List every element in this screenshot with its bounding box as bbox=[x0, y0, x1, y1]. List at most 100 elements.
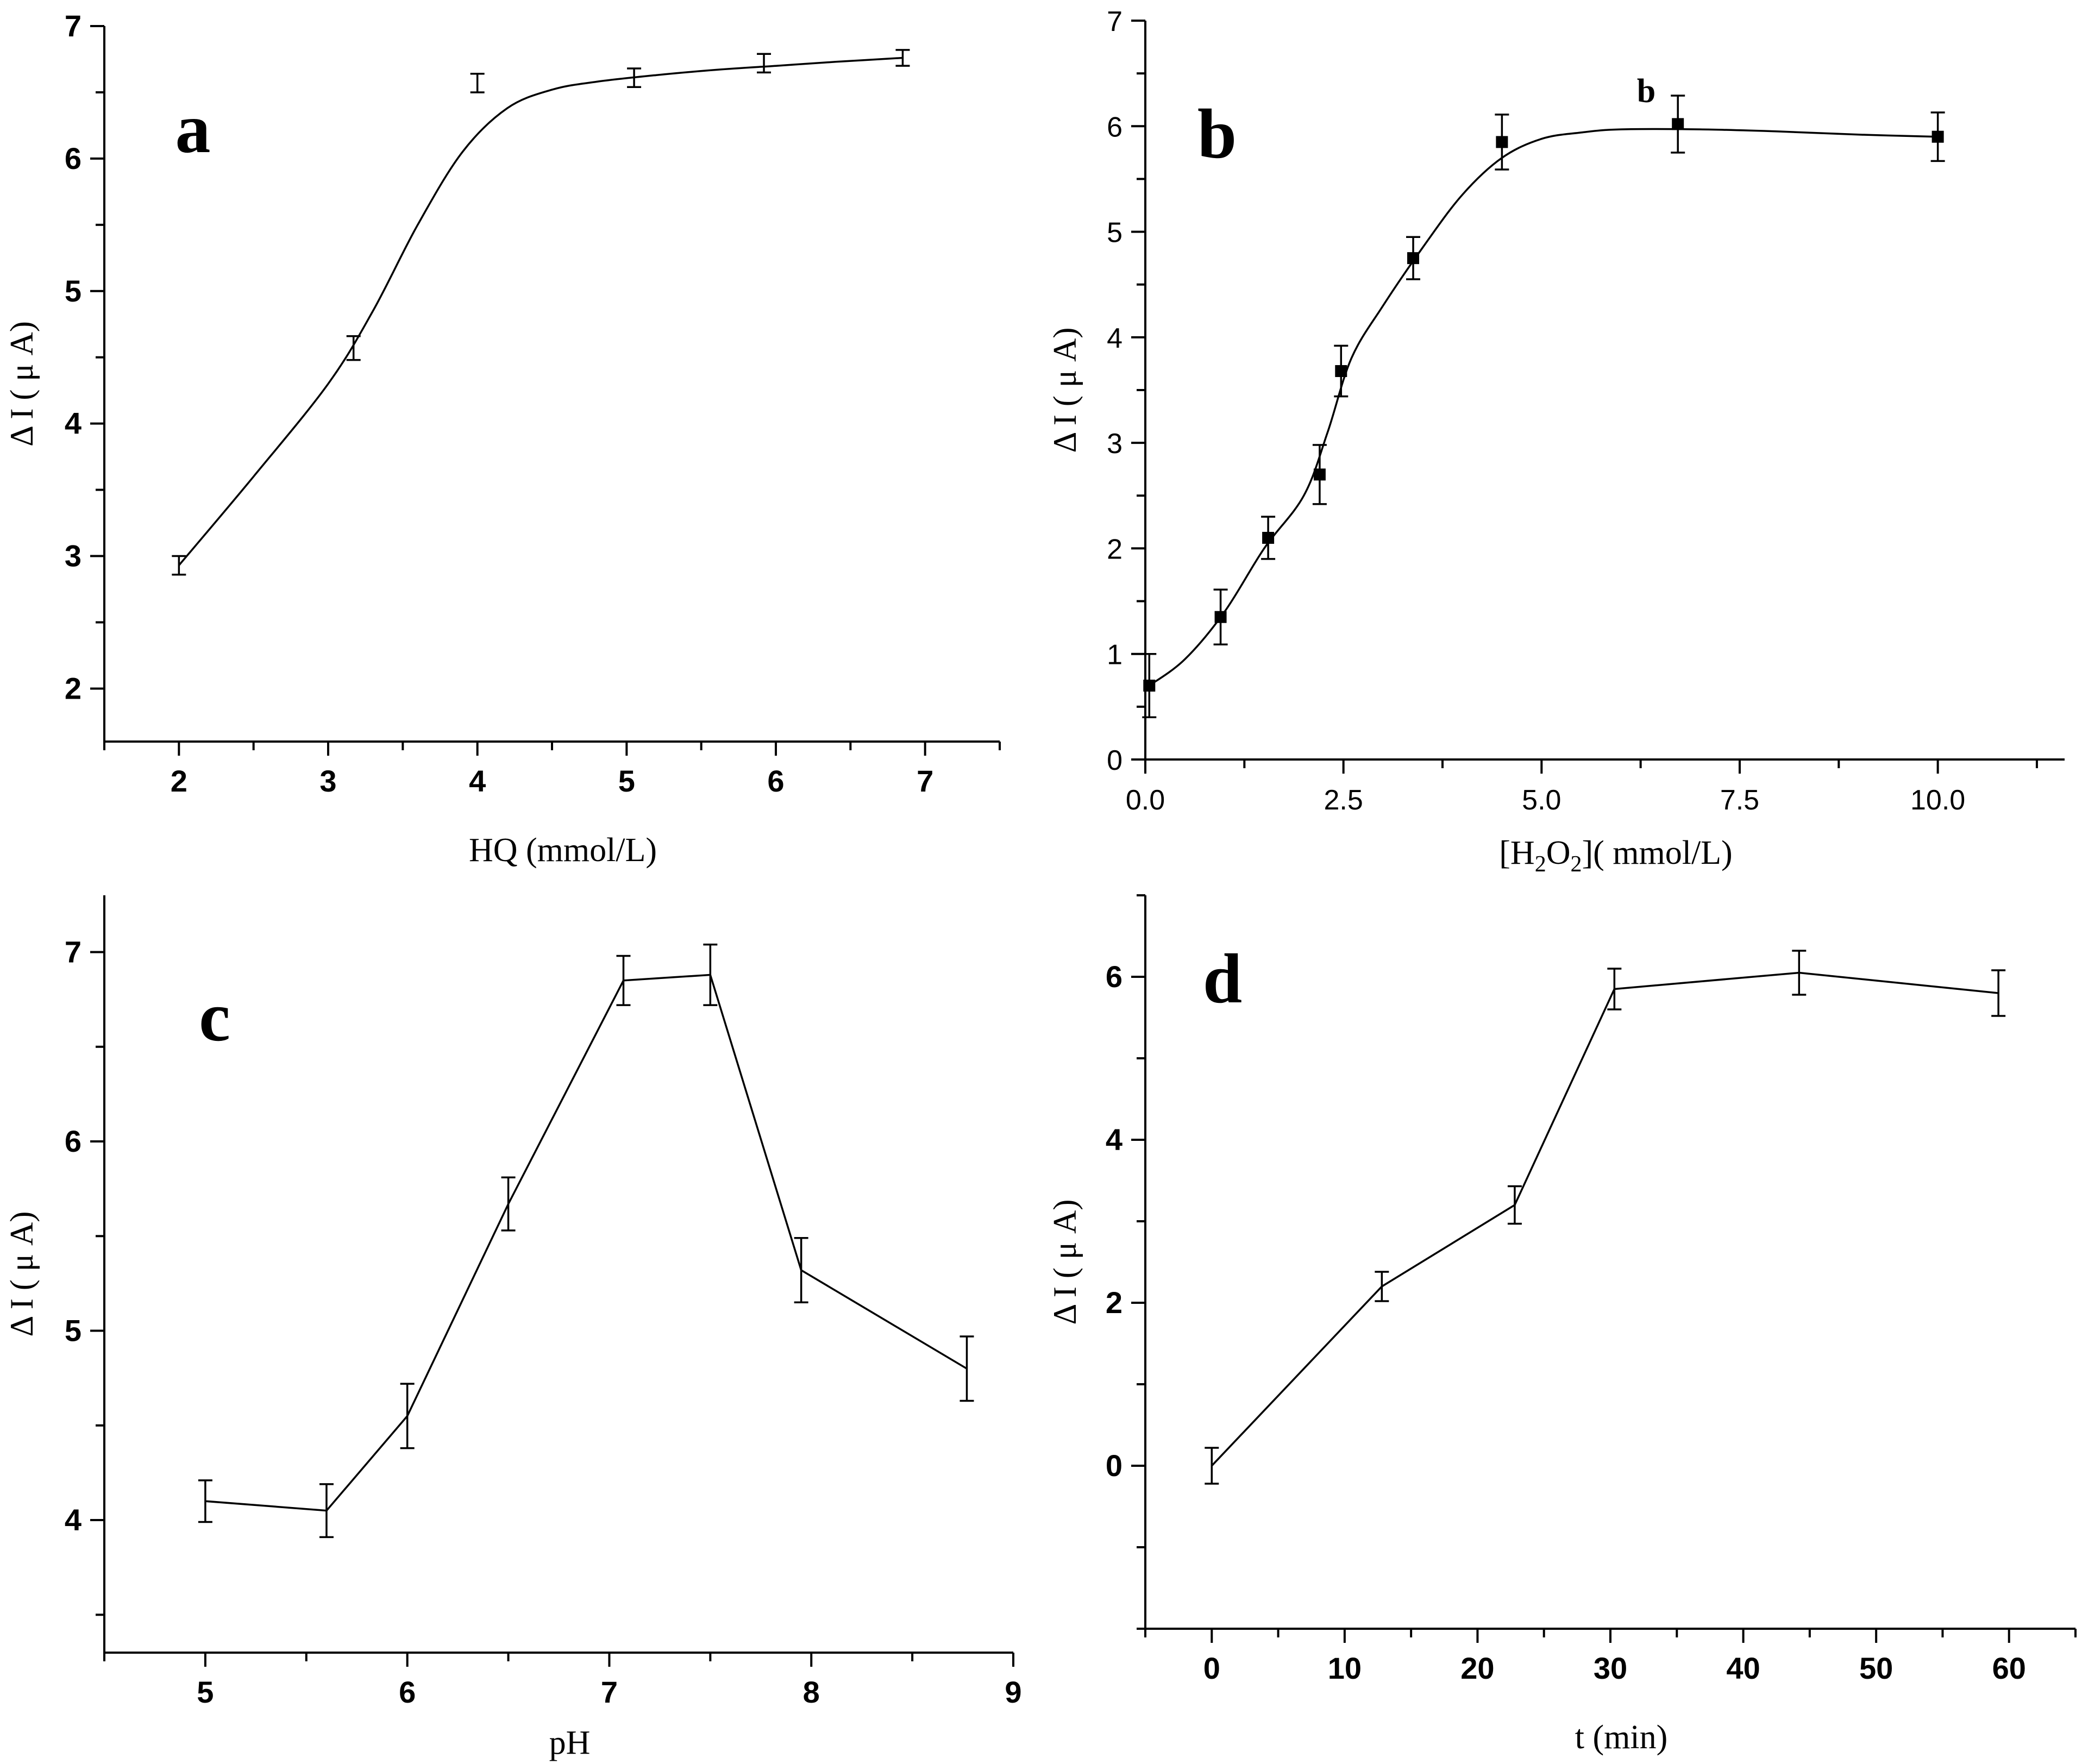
x-tick-label: 60 bbox=[1992, 1651, 2026, 1685]
series-line bbox=[205, 974, 968, 1512]
x-tick-label: 6 bbox=[767, 764, 784, 798]
x-tick-label: 7 bbox=[917, 764, 933, 798]
x-tick-label: 5 bbox=[618, 764, 635, 798]
y-tick-label: 6 bbox=[1106, 959, 1122, 994]
series-line bbox=[1211, 971, 1999, 1467]
y-tick-label: 0 bbox=[1107, 745, 1122, 776]
panel-letter: d bbox=[1203, 940, 1242, 1018]
x-tick-label: 7 bbox=[601, 1675, 618, 1709]
error-bar bbox=[616, 955, 631, 1006]
data-point bbox=[1335, 365, 1347, 378]
x-tick-label: 0.0 bbox=[1126, 784, 1165, 816]
error-bar bbox=[198, 1479, 212, 1523]
x-tick-label: 6 bbox=[399, 1675, 416, 1709]
y-tick-label: 5 bbox=[65, 274, 81, 308]
y-tick-label: 0 bbox=[1106, 1448, 1122, 1483]
y-tick-label: 5 bbox=[1107, 217, 1122, 249]
x-tick-label: 40 bbox=[1726, 1651, 1760, 1685]
x-tick-label: 0 bbox=[1203, 1651, 1220, 1685]
data-point bbox=[1672, 118, 1684, 130]
y-tick-label: 2 bbox=[1106, 1285, 1122, 1320]
x-axis-title: [H2O2]( mmol/L) bbox=[1499, 834, 1732, 877]
x-tick-label: 10 bbox=[1328, 1651, 1362, 1685]
data-point bbox=[1313, 468, 1326, 481]
error-bar bbox=[627, 67, 642, 88]
chart-panel-d: 0 10 20 30 40 50 60 0 2 4 6 t (min) Δ I ( μ A) d bbox=[1047, 894, 2077, 1756]
error-bar bbox=[501, 1176, 516, 1232]
x-axis-title-part: ]( mmol/L) bbox=[1582, 834, 1732, 871]
y-tick-label: 4 bbox=[1107, 323, 1122, 354]
error-bar bbox=[1792, 950, 1807, 996]
y-tick-label: 4 bbox=[1106, 1122, 1122, 1157]
x-tick-label: 3 bbox=[319, 764, 336, 798]
y-axis-title: Δ I ( μ A) bbox=[4, 1211, 40, 1337]
error-bar bbox=[172, 555, 186, 576]
y-tick-label: 6 bbox=[1107, 111, 1122, 143]
data-point bbox=[1932, 130, 1944, 143]
error-bar bbox=[319, 1483, 334, 1539]
x-tick-label: 20 bbox=[1460, 1651, 1494, 1685]
error-bar bbox=[1375, 1271, 1389, 1302]
fit-curve bbox=[1149, 128, 1938, 687]
y-tick-label: 3 bbox=[65, 539, 81, 573]
y-axis-title: Δ I ( μ A) bbox=[4, 321, 40, 447]
error-bar bbox=[895, 49, 910, 67]
y-tick-label: 7 bbox=[65, 9, 81, 43]
y-tick-label: 6 bbox=[65, 141, 81, 175]
data-point bbox=[1407, 252, 1420, 265]
chart-panel-c: 5 6 7 8 9 4 5 6 7 pH Δ I ( μ A) c bbox=[4, 895, 1022, 1761]
x-axis-title-part: O bbox=[1546, 834, 1571, 871]
data-point bbox=[1262, 532, 1275, 544]
x-axis-title: HQ (mmol/L) bbox=[469, 832, 657, 869]
error-bar bbox=[794, 1237, 808, 1304]
data-point bbox=[1143, 680, 1156, 692]
error-bar bbox=[757, 53, 772, 74]
chart-panel-a: 2 3 4 5 6 7 2 3 4 5 6 7 HQ (mmol/L) Δ I ( μ A) a bbox=[4, 9, 1001, 869]
y-tick-label: 3 bbox=[1107, 428, 1122, 460]
x-tick-label: 5.0 bbox=[1522, 784, 1561, 816]
x-axis-title-part: [H bbox=[1499, 834, 1534, 871]
data-point bbox=[1496, 136, 1508, 148]
x-tick-label: 2 bbox=[171, 764, 187, 798]
x-tick-label: 8 bbox=[803, 1675, 820, 1709]
y-tick-label: 7 bbox=[65, 935, 81, 969]
y-tick-label: 7 bbox=[1107, 6, 1122, 37]
y-tick-label: 4 bbox=[65, 406, 81, 441]
error-bar bbox=[470, 73, 485, 93]
annotation-label: b bbox=[1637, 73, 1655, 110]
error-bar bbox=[1607, 968, 1622, 1010]
x-axis-title: pH bbox=[549, 1724, 591, 1761]
y-tick-label: 2 bbox=[65, 671, 81, 705]
y-tick-label: 4 bbox=[65, 1503, 81, 1537]
x-tick-label: 4 bbox=[469, 764, 486, 798]
x-tick-label: 50 bbox=[1859, 1651, 1893, 1685]
fit-curve bbox=[178, 57, 903, 566]
x-tick-label: 9 bbox=[1005, 1675, 1021, 1709]
y-tick-label: 6 bbox=[65, 1124, 81, 1158]
y-tick-label: 2 bbox=[1107, 533, 1122, 565]
error-bar bbox=[703, 943, 718, 1006]
error-bar bbox=[346, 335, 361, 361]
error-bar bbox=[400, 1383, 415, 1449]
subscript: 2 bbox=[1570, 852, 1582, 877]
x-tick-label: 30 bbox=[1594, 1651, 1627, 1685]
y-axis-title: Δ I ( μ A) bbox=[1047, 1200, 1083, 1325]
y-axis-title: Δ I ( μ A) bbox=[1047, 328, 1083, 453]
error-bar bbox=[1507, 1185, 1522, 1225]
panel-letter: c bbox=[199, 978, 230, 1056]
x-axis-title: t (min) bbox=[1575, 1719, 1667, 1756]
panel-letter: b bbox=[1197, 95, 1237, 173]
x-tick-label: 10.0 bbox=[1910, 784, 1965, 816]
error-bar bbox=[1991, 969, 2006, 1017]
error-bar bbox=[1205, 1447, 1219, 1485]
subscript: 2 bbox=[1535, 852, 1546, 877]
panel-letter: a bbox=[175, 90, 211, 168]
y-tick-label: 5 bbox=[65, 1314, 81, 1348]
data-point bbox=[1214, 611, 1227, 623]
x-tick-label: 2.5 bbox=[1324, 784, 1363, 816]
error-bar bbox=[960, 1335, 974, 1402]
x-tick-label: 7.5 bbox=[1720, 784, 1759, 816]
x-tick-label: 5 bbox=[197, 1675, 214, 1709]
